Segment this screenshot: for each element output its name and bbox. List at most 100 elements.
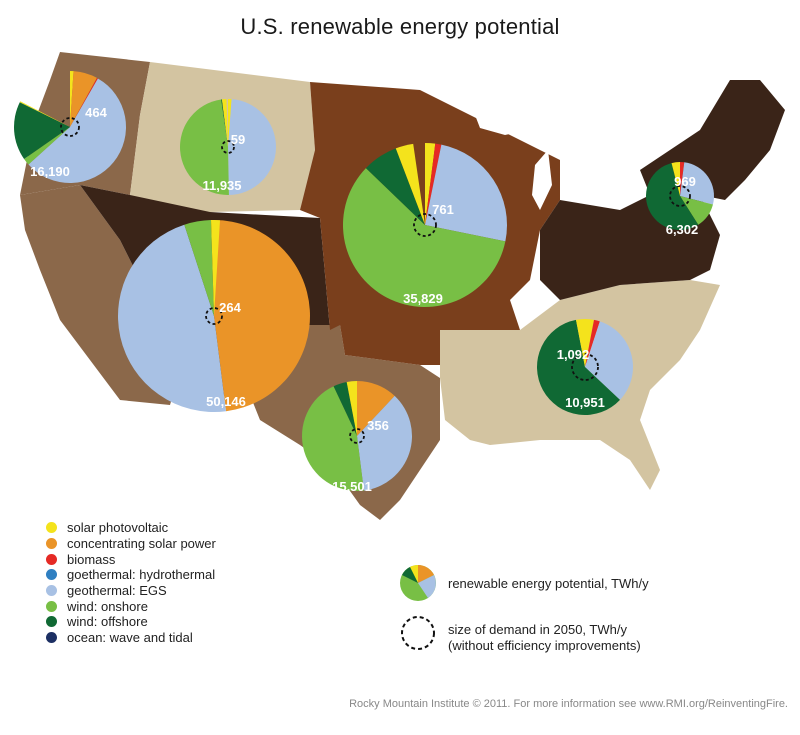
pie-slice	[70, 71, 74, 127]
pie-slice	[117, 224, 227, 412]
demand-value: 59	[231, 132, 245, 147]
potential-value: 10,951	[565, 395, 605, 410]
region-pie: 464 16,190	[14, 71, 126, 183]
key-potential-label: renewable energy potential, TWh/y	[448, 576, 649, 591]
key-pie-pv	[410, 565, 418, 583]
pie-slice	[342, 168, 506, 307]
pie-slice	[19, 101, 70, 127]
potential-value: 15,501	[332, 479, 372, 494]
pie-slice	[28, 78, 126, 183]
demand-value: 264	[219, 300, 241, 315]
legend-label: wind: onshore	[67, 598, 148, 614]
demand-value: 761	[432, 202, 454, 217]
legend-label: biomass	[67, 551, 116, 567]
demand-circle	[60, 117, 80, 137]
legend-item: geothermal: EGS	[46, 583, 216, 599]
potential-value: 11,935	[202, 178, 241, 193]
great-lakes	[475, 112, 610, 210]
pie-slice	[425, 144, 507, 242]
pie-slice	[214, 220, 311, 412]
legend-item: wind: onshore	[46, 598, 216, 614]
demand-circle	[669, 185, 691, 207]
pie-slice	[365, 148, 425, 225]
region-pie: 761 35,829	[342, 143, 507, 307]
pie-slice	[302, 386, 364, 492]
legend-swatch	[46, 585, 57, 597]
pie-slice	[576, 319, 585, 367]
legend-swatch	[46, 553, 57, 565]
legend: solar photovoltaic concentrating solar p…	[46, 520, 216, 646]
demand-value: 356	[367, 418, 389, 433]
legend-swatch	[46, 522, 57, 534]
legend-item: goethermal: hydrothermal	[46, 567, 216, 583]
legend-swatch	[46, 538, 57, 550]
credit-line: Rocky Mountain Institute © 2011. For mor…	[349, 698, 788, 710]
potential-value: 50,146	[206, 394, 246, 409]
legend-label: solar photovoltaic	[67, 520, 169, 536]
key-pie-offshore	[402, 567, 418, 583]
pie-slice	[585, 321, 634, 400]
region-pies: 464 16,190 59 11,935 761 35,829 969 6,302 264 50,…	[14, 71, 714, 494]
pie-slice	[680, 162, 714, 205]
demand-circle	[349, 428, 365, 444]
pie-slice	[646, 163, 699, 230]
legend-label: goethermal: hydrothermal	[67, 567, 216, 583]
key-demand-circle	[401, 616, 435, 650]
pie-slice	[228, 99, 277, 195]
pie-slice	[210, 220, 221, 316]
pie-slice	[357, 395, 412, 491]
region-pie: 356 15,501	[302, 381, 412, 494]
key-pie-egs	[418, 575, 436, 598]
demand-circle	[221, 140, 235, 154]
legend-item: solar photovoltaic	[46, 520, 216, 536]
potential-value: 6,302	[666, 222, 699, 237]
legend-item: ocean: wave and tidal	[46, 630, 216, 646]
legend-swatch	[46, 600, 57, 612]
legend-swatch	[46, 569, 57, 581]
pie-slice	[671, 162, 680, 196]
demand-circle	[571, 353, 599, 381]
map-title: U.S. renewable energy potential	[240, 14, 560, 39]
region-pie: 59 11,935	[179, 99, 277, 195]
legend-item: biomass	[46, 551, 216, 567]
legend-label: ocean: wave and tidal	[67, 630, 193, 646]
legend-label: geothermal: EGS	[67, 583, 167, 599]
pie-slice	[357, 381, 395, 436]
potential-value: 35,829	[403, 291, 443, 306]
pie-slice	[680, 196, 713, 225]
key-pie-csp	[418, 565, 434, 583]
pie-slice	[425, 143, 442, 225]
pie-slice	[680, 162, 685, 196]
pie-slice	[221, 99, 228, 147]
demand-circle	[413, 213, 437, 237]
demand-value: 969	[674, 174, 696, 189]
legend-swatch	[46, 632, 57, 644]
pie-slice	[537, 319, 620, 415]
pie-slice	[70, 77, 98, 127]
potential-value: 16,190	[30, 164, 70, 179]
region-pie: 969 6,302	[646, 162, 714, 237]
legend-item: wind: offshore	[46, 614, 216, 630]
region-pie: 1,092 10,951	[537, 319, 634, 415]
demand-value: 464	[85, 105, 107, 120]
key-demand-label: size of demand in 2050, TWh/y	[448, 622, 627, 637]
legend-item: concentrating solar power	[46, 536, 216, 552]
legend-swatch	[46, 616, 57, 628]
demand-circle	[205, 307, 223, 325]
pie-slice	[24, 127, 71, 165]
pie-slice	[70, 71, 97, 127]
demand-value: 1,092	[557, 347, 590, 362]
pie-slice	[221, 99, 228, 147]
pie-slice	[425, 143, 436, 225]
key-pie	[400, 565, 436, 601]
legend-label: wind: offshore	[67, 614, 148, 630]
pie-slice	[228, 99, 232, 147]
pie-slice	[346, 381, 357, 436]
pie-slice	[184, 220, 214, 316]
pie-slice	[179, 99, 229, 195]
key-demand-note: (without efficiency improvements)	[448, 638, 641, 653]
pie-slice	[585, 319, 600, 367]
pie-slice	[333, 381, 357, 436]
pie-slice	[395, 143, 425, 225]
